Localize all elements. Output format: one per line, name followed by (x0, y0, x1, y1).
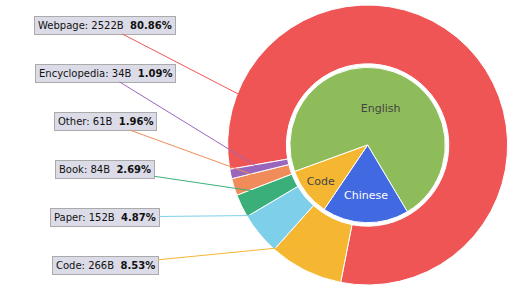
svg-text:Encyclopedia: 34B 1.09%: Encyclopedia: 34B 1.09% (39, 68, 172, 79)
svg-text:Paper: 152B 4.87%: Paper: 152B 4.87% (54, 212, 156, 223)
svg-text:Chinese: Chinese (344, 189, 388, 202)
svg-text:Code: Code (307, 175, 335, 188)
svg-text:Book: 84B 2.69%: Book: 84B 2.69% (59, 164, 151, 175)
svg-text:English: English (361, 102, 401, 115)
svg-text:Code: 266B 8.53%: Code: 266B 8.53% (56, 260, 155, 271)
svg-text:Other: 61B 1.96%: Other: 61B 1.96% (58, 116, 153, 127)
svg-text:Webpage: 2522B 80.86%: Webpage: 2522B 80.86% (38, 20, 172, 31)
